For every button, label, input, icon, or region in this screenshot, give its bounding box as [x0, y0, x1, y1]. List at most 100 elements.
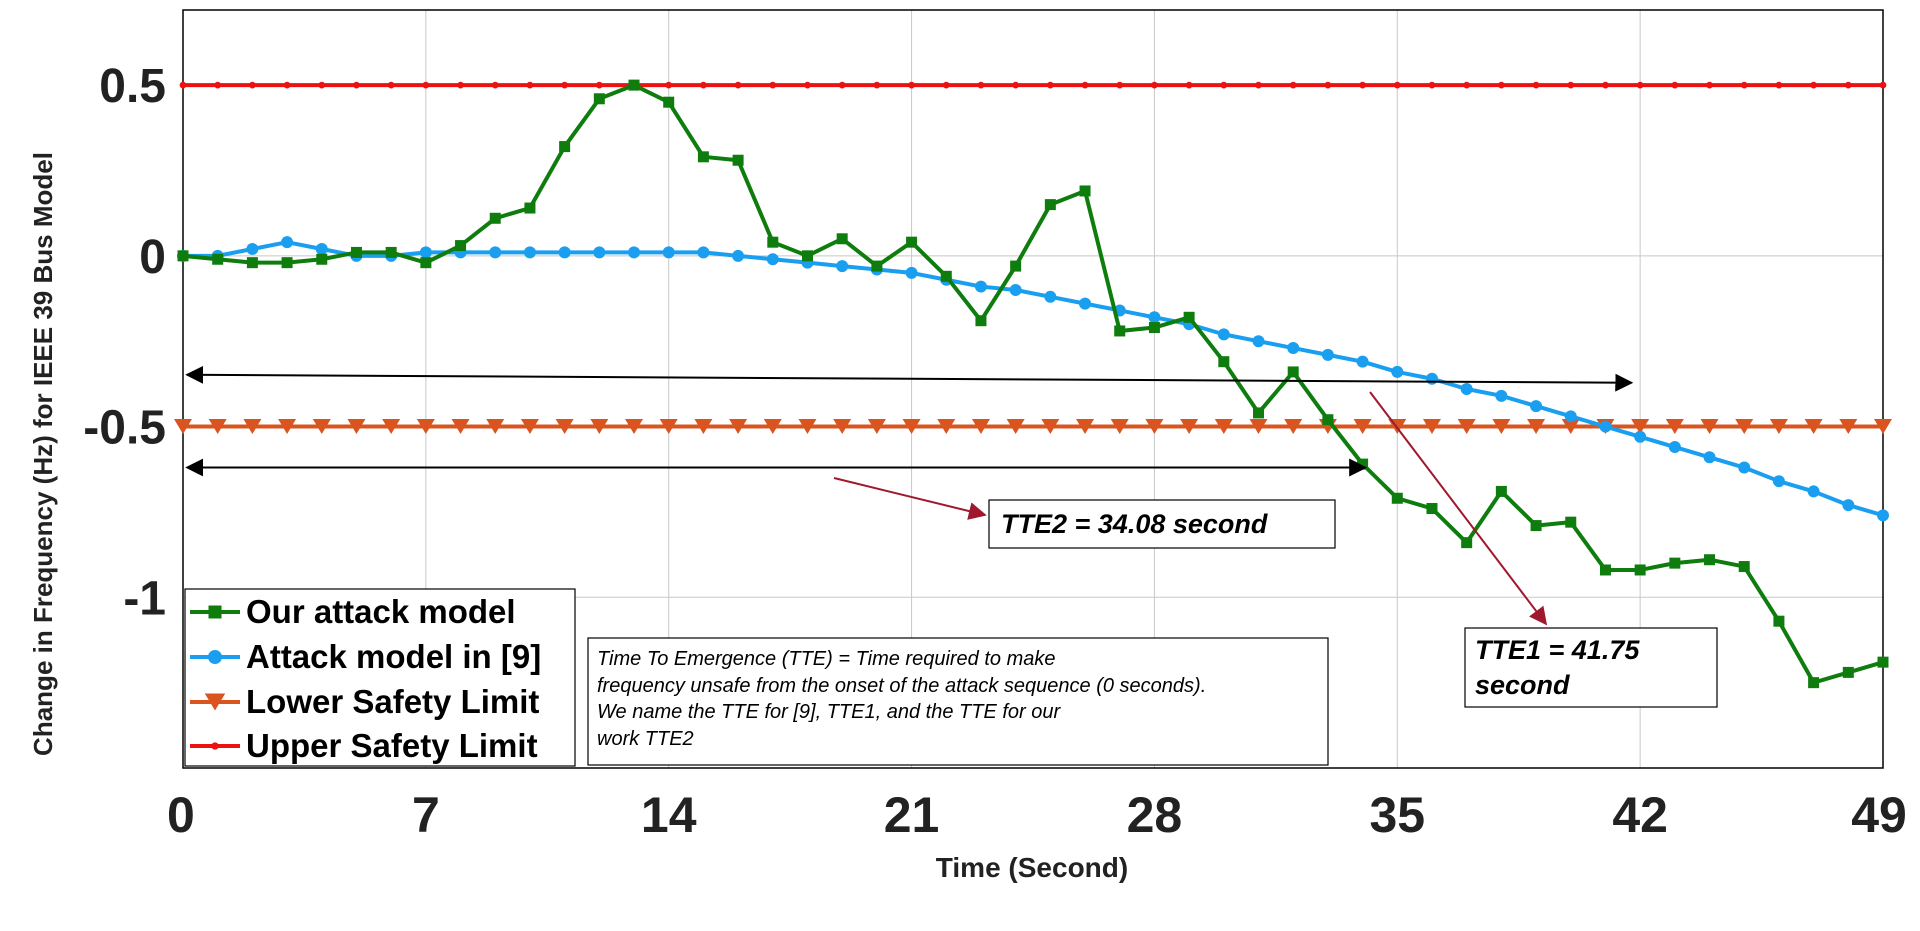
data-point-our-attack-model — [836, 233, 848, 245]
x-tick-label: 49 — [1851, 787, 1907, 843]
data-point-upper-safety-limit — [1324, 81, 1332, 89]
data-point-our-attack-model — [940, 270, 952, 282]
data-point-lower-safety-limit — [902, 419, 921, 435]
data-point-our-attack-model — [212, 253, 224, 265]
data-point-upper-safety-limit — [491, 81, 499, 89]
data-point-attack-model-in-9 — [628, 246, 641, 259]
legend-label-upper-safety-limit: Upper Safety Limit — [246, 727, 538, 764]
data-point-lower-safety-limit — [451, 419, 470, 435]
data-point-attack-model-in-9 — [836, 260, 849, 273]
data-point-attack-model-in-9 — [281, 236, 294, 249]
data-point-upper-safety-limit — [1289, 81, 1297, 89]
data-point-lower-safety-limit — [1804, 419, 1823, 435]
data-point-attack-model-in-9 — [766, 253, 779, 266]
data-point-our-attack-model — [1218, 356, 1230, 368]
data-point-our-attack-model — [489, 212, 501, 224]
data-point-lower-safety-limit — [729, 419, 748, 435]
data-point-lower-safety-limit — [1249, 419, 1268, 435]
data-point-lower-safety-limit — [1145, 419, 1164, 435]
data-point-upper-safety-limit — [1740, 81, 1748, 89]
data-point-lower-safety-limit — [278, 419, 297, 435]
data-point-lower-safety-limit — [1735, 419, 1754, 435]
legend: Our attack model Attack model in [9] Low… — [184, 588, 576, 767]
data-point-lower-safety-limit — [937, 419, 956, 435]
data-point-upper-safety-limit — [1775, 81, 1783, 89]
data-point-lower-safety-limit — [1076, 419, 1095, 435]
data-point-attack-model-in-9 — [315, 243, 328, 256]
data-point-attack-model-in-9 — [523, 246, 536, 259]
data-point-our-attack-model — [1669, 557, 1681, 569]
data-point-lower-safety-limit — [1214, 419, 1233, 435]
data-point-upper-safety-limit — [353, 81, 360, 89]
data-point-lower-safety-limit — [1839, 419, 1858, 435]
data-point-lower-safety-limit — [416, 419, 435, 435]
data-point-upper-safety-limit — [1671, 81, 1679, 89]
data-point-our-attack-model — [663, 96, 675, 108]
data-point-lower-safety-limit — [1422, 419, 1441, 435]
data-point-lower-safety-limit — [1631, 419, 1650, 435]
data-point-our-attack-model — [1877, 656, 1889, 668]
data-point-upper-safety-limit — [249, 81, 256, 89]
data-point-our-attack-model — [246, 257, 258, 269]
data-point-our-attack-model — [732, 154, 744, 166]
tte2-label-box — [988, 499, 1336, 549]
legend-swatch-marker-upper-safety-limit — [211, 742, 219, 750]
data-point-lower-safety-limit — [625, 419, 644, 435]
data-point-attack-model-in-9 — [246, 243, 259, 256]
data-point-attack-model-in-9 — [1252, 335, 1265, 348]
data-point-our-attack-model — [975, 315, 987, 327]
data-point-attack-model-in-9 — [1321, 348, 1334, 361]
data-point-our-attack-model — [1773, 615, 1785, 627]
data-point-our-attack-model — [281, 257, 293, 269]
tte1-span-arrow — [185, 365, 1634, 392]
data-point-attack-model-in-9 — [558, 246, 571, 259]
data-point-our-attack-model — [1253, 407, 1265, 419]
data-point-upper-safety-limit — [1116, 81, 1124, 89]
data-point-attack-model-in-9 — [1217, 328, 1230, 341]
data-point-attack-model-in-9 — [1877, 509, 1889, 522]
data-point-upper-safety-limit — [1151, 81, 1158, 89]
data-point-attack-model-in-9 — [593, 246, 606, 259]
data-point-attack-model-in-9 — [1495, 389, 1508, 402]
data-point-our-attack-model — [1704, 554, 1716, 566]
data-point-lower-safety-limit — [833, 419, 852, 435]
data-point-our-attack-model — [1461, 537, 1473, 549]
data-point-lower-safety-limit — [520, 419, 539, 435]
data-point-upper-safety-limit — [942, 81, 950, 89]
data-point-upper-safety-limit — [283, 81, 291, 89]
data-point-upper-safety-limit — [526, 81, 534, 89]
series-our-attack-model — [177, 79, 1889, 689]
data-point-attack-model-in-9 — [697, 246, 710, 259]
y-tick-labels: 0.5 0 -0.5 -1 — [83, 60, 166, 625]
data-point-lower-safety-limit — [1006, 419, 1025, 435]
data-point-attack-model-in-9 — [732, 249, 745, 262]
data-point-our-attack-model — [350, 246, 362, 258]
data-point-upper-safety-limit — [1081, 81, 1089, 89]
data-point-upper-safety-limit — [1185, 81, 1193, 89]
data-point-lower-safety-limit — [659, 419, 678, 435]
tte-note-line-3: We name the TTE for [9], TTE1, and the T… — [597, 701, 1061, 723]
data-point-our-attack-model — [1808, 677, 1820, 689]
data-point-our-attack-model — [593, 93, 605, 105]
data-point-lower-safety-limit — [1110, 419, 1129, 435]
data-point-our-attack-model — [1148, 322, 1160, 334]
tte1-label-line-1: TTE1 = 41.75 — [1475, 635, 1640, 665]
data-point-our-attack-model — [385, 246, 397, 258]
data-point-upper-safety-limit — [665, 81, 673, 89]
data-point-lower-safety-limit — [798, 419, 817, 435]
legend-label-lower-safety-limit: Lower Safety Limit — [246, 683, 539, 720]
data-point-upper-safety-limit — [1706, 81, 1713, 89]
y-tick-label: -1 — [123, 572, 166, 625]
series-attack-model-in-9 — [177, 236, 1889, 522]
data-point-lower-safety-limit — [1665, 419, 1684, 435]
data-point-our-attack-model — [697, 151, 709, 163]
data-point-our-attack-model — [1426, 503, 1438, 515]
y-axis-label: Change in Frequency (Hz) for IEEE 39 Bus… — [28, 152, 58, 756]
data-point-our-attack-model — [455, 240, 467, 252]
data-point-upper-safety-limit — [422, 81, 430, 89]
data-point-lower-safety-limit — [1700, 419, 1719, 435]
x-tick-label: 0 — [167, 787, 195, 843]
data-point-upper-safety-limit — [873, 81, 881, 89]
data-point-our-attack-model — [906, 236, 918, 248]
data-point-our-attack-model — [1842, 666, 1854, 678]
